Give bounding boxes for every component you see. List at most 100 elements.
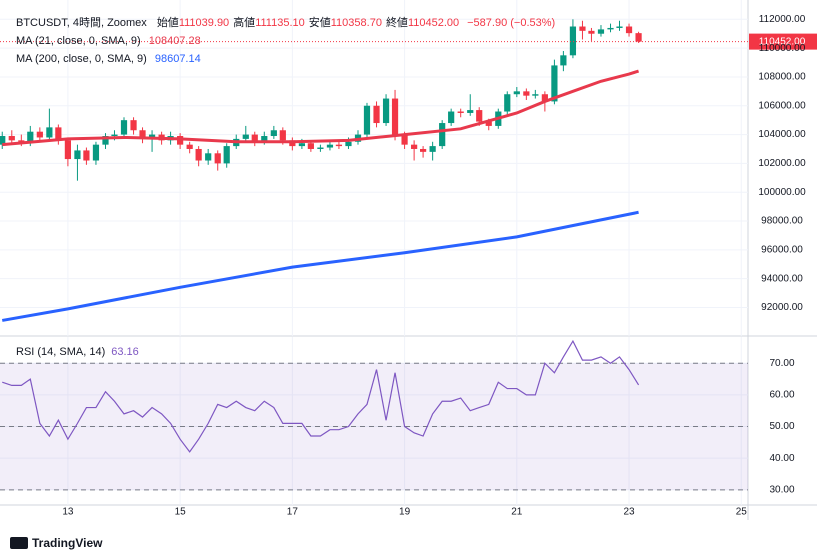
candle-body (214, 153, 221, 164)
candle-body (0, 136, 6, 145)
ohlc-label: 安値 (309, 15, 331, 29)
candle-body (18, 140, 25, 142)
symbol: BTCUSDT, 4時間, Zoomex (16, 16, 147, 29)
candle-body (205, 153, 212, 161)
candle-body (560, 55, 567, 66)
candle-body (373, 105, 380, 124)
change: −587.90 (−0.53%) (467, 17, 555, 29)
legend-name: MA (200, close, 0, SMA, 9) (16, 53, 147, 65)
y-tick-label: 104000.00 (758, 129, 806, 140)
candle-body (46, 127, 53, 138)
candle-body (439, 123, 446, 147)
y-tick-label: 96000.00 (761, 244, 803, 255)
candle-body (223, 146, 230, 164)
candle-body (419, 148, 427, 152)
candle-body (55, 127, 62, 141)
y-tick-label: 94000.00 (761, 273, 803, 284)
candle-body (382, 98, 390, 124)
candle-body (92, 144, 100, 161)
candle-body (270, 130, 277, 137)
y-tick-label: 112000.00 (759, 14, 806, 25)
x-tick-label: 19 (399, 507, 411, 518)
y-tick-label: 108000.00 (758, 72, 806, 83)
last-price-tag (749, 33, 817, 50)
candle-body (27, 131, 34, 142)
y-tick-label: 50.00 (769, 421, 794, 432)
candle-body (64, 140, 71, 160)
candle-body (588, 30, 595, 34)
candle-body (74, 150, 81, 160)
logo-icon (10, 537, 28, 549)
candle-body (429, 146, 436, 152)
candle-body (457, 111, 464, 113)
candle-body (139, 130, 146, 139)
ohlc-value: 110358.70 (331, 17, 382, 29)
ma-line (2, 69, 640, 147)
candle-body (532, 94, 539, 96)
candle-body (363, 105, 371, 135)
candle-body (625, 26, 633, 34)
pane (0, 337, 748, 505)
last-price-label: 110452.00 (759, 36, 806, 47)
candle-body (251, 134, 258, 142)
ma-line (1, 210, 639, 322)
legend-value: 108407.28 (149, 35, 201, 47)
y-tick-label: 60.00 (769, 390, 794, 401)
legend-value: 98607.14 (155, 53, 201, 65)
candle-body (335, 144, 343, 147)
candle-body (597, 29, 605, 34)
y-tick-label: 40.00 (769, 453, 794, 464)
y-tick-label: 30.00 (769, 484, 794, 495)
candle-body (579, 26, 586, 31)
candle-body (616, 26, 623, 28)
footer: TradingView (10, 536, 103, 550)
y-tick-label: 106000.00 (758, 100, 806, 111)
rsi-value: 63.16 (111, 346, 139, 358)
x-tick-label: 21 (511, 507, 523, 518)
candle-body (513, 91, 520, 95)
brand: TradingView (32, 536, 103, 550)
ohlc-value: 111135.10 (255, 17, 305, 29)
candle-body (36, 131, 43, 138)
y-tick-label: 98000.00 (761, 216, 803, 227)
y-tick-label: 92000.00 (761, 302, 803, 313)
candle-body (523, 91, 530, 96)
rsi-line (2, 339, 640, 453)
candle-body (607, 27, 614, 30)
candle-body (345, 141, 352, 147)
candle-body (635, 33, 642, 42)
candle-body (195, 148, 202, 161)
x-tick-label: 23 (623, 507, 635, 518)
candle-body (261, 136, 268, 142)
candle-body (279, 130, 286, 141)
candle-body (485, 121, 492, 126)
candle-body (186, 144, 193, 149)
candle-body (401, 134, 408, 145)
y-tick-label: 102000.00 (758, 158, 806, 169)
legend-name: MA (21, close, 0, SMA, 9) (16, 35, 141, 47)
y-tick-label: 100000.00 (758, 187, 806, 198)
candle-body (130, 120, 137, 131)
x-tick-label: 13 (62, 507, 74, 518)
candle-body (467, 110, 474, 113)
pane: 110452.00 (0, 0, 817, 336)
candle-body (504, 94, 511, 112)
ohlc-label: 始値 (157, 15, 179, 29)
candle-body (102, 136, 109, 145)
candle-body (242, 134, 249, 139)
candle-body (411, 144, 418, 149)
candle-body (391, 98, 399, 135)
candle-body (476, 110, 483, 122)
candle-body (8, 136, 15, 141)
candle-body (326, 144, 334, 148)
rsi-name: RSI (14, SMA, 14) (16, 346, 105, 358)
x-tick-label: 15 (175, 507, 187, 518)
candle-body (298, 143, 305, 147)
ohlc-value: 111039.90 (179, 17, 229, 29)
y-tick-label: 70.00 (769, 358, 794, 369)
candle-body (448, 111, 455, 124)
candle-body (317, 147, 324, 149)
x-tick-label: 17 (287, 507, 299, 518)
